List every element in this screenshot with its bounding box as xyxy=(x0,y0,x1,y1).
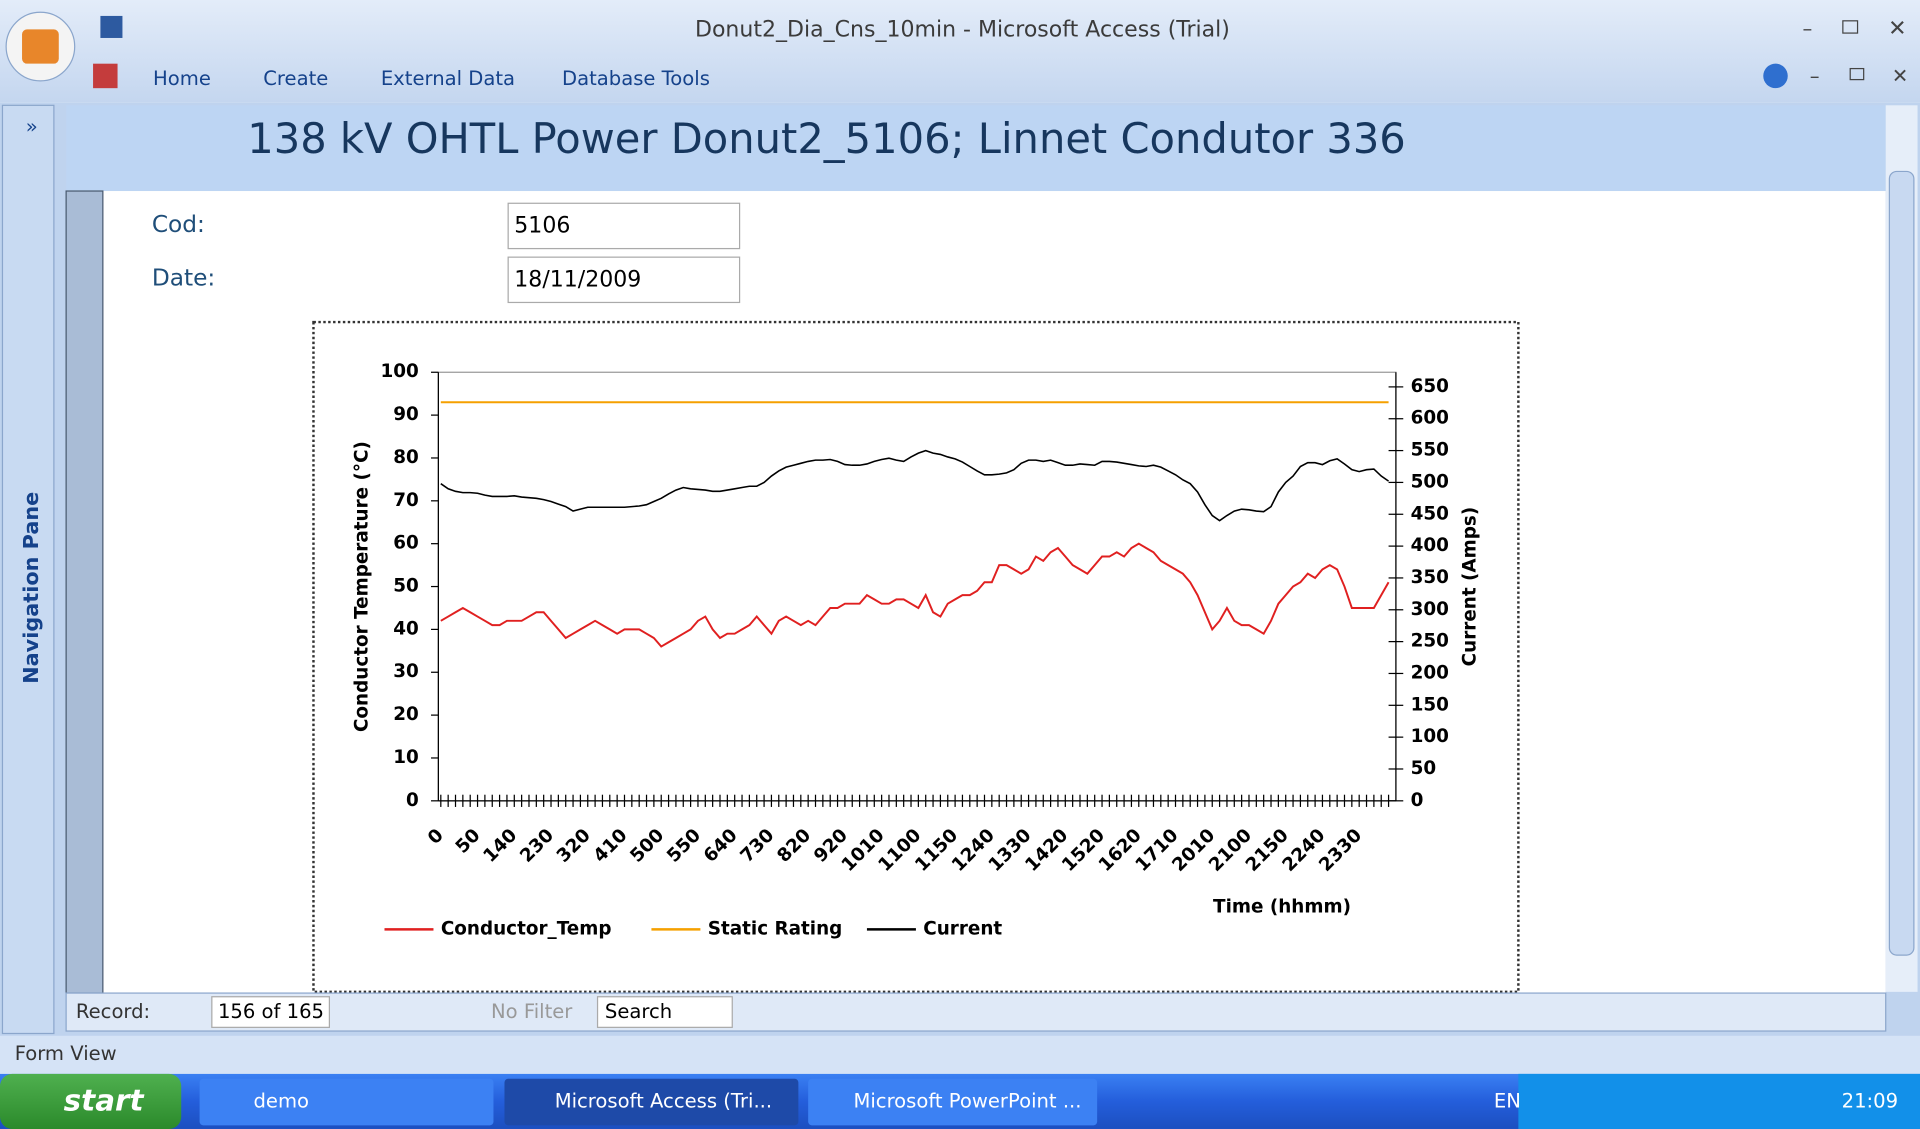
series-line xyxy=(440,449,1390,522)
series-line xyxy=(440,542,1390,648)
y2-tick-label: 100 xyxy=(1411,726,1449,747)
search-box[interactable] xyxy=(596,996,733,1028)
y-tick-label: 80 xyxy=(393,447,419,468)
y2-tick-label: 500 xyxy=(1411,471,1449,492)
language[interactable]: EN xyxy=(1494,1090,1521,1113)
clock: 21:09 xyxy=(1842,1090,1898,1113)
form-header xyxy=(66,105,1886,192)
start-label: start xyxy=(64,1084,145,1118)
y2-tick-label: 50 xyxy=(1411,758,1437,779)
nav-pane-label: Navigation Pane xyxy=(19,492,43,684)
office-logo xyxy=(22,29,59,64)
y2-tick-label: 0 xyxy=(1411,790,1424,811)
y-tick-label: 50 xyxy=(393,576,419,597)
y-tick-label: 20 xyxy=(393,704,419,725)
start-button[interactable] xyxy=(0,1073,182,1129)
record-selector[interactable] xyxy=(65,190,104,994)
search[interactable]: Search xyxy=(605,1000,672,1023)
field-value: 5106 xyxy=(514,214,570,239)
y2-tick-label: 200 xyxy=(1411,662,1449,683)
maximize[interactable] xyxy=(1842,20,1859,34)
y-axis-title: Conductor Temperature (°C) xyxy=(351,441,372,732)
y-tick-label: 60 xyxy=(393,533,419,554)
scroll-thumb[interactable] xyxy=(1888,170,1915,956)
legend-label: Static Rating xyxy=(708,918,843,939)
legend-label: Conductor_Temp xyxy=(441,918,612,939)
task-item[interactable] xyxy=(199,1078,494,1126)
status-bar xyxy=(0,1035,1920,1074)
y-tick-label: 90 xyxy=(393,404,419,425)
y-tick-label: 10 xyxy=(393,747,419,768)
y2-tick-label: 600 xyxy=(1411,408,1449,429)
chart-frame xyxy=(312,320,1520,994)
nav-pane[interactable] xyxy=(1,104,55,1035)
legend-label: Current xyxy=(923,918,1002,939)
tray xyxy=(1518,1073,1920,1129)
doc-close[interactable]: ✕ xyxy=(1892,65,1908,88)
record-label: Record: xyxy=(76,1000,150,1023)
y-tick-label: 100 xyxy=(380,361,418,382)
ribbon-tab[interactable]: Database Tools xyxy=(562,67,710,90)
y2-axis-title: Current (Amps) xyxy=(1460,507,1481,667)
task-label: Microsoft Access (Tri... xyxy=(555,1090,772,1113)
text-box[interactable] xyxy=(507,256,741,304)
form-title: 138 kV OHTL Power Donut2_5106; Linnet Co… xyxy=(247,114,1406,163)
close[interactable]: ✕ xyxy=(1888,16,1906,41)
window-title: Donut2_Dia_Cns_10min - Microsoft Access … xyxy=(695,18,1230,43)
doc-minimize[interactable]: – xyxy=(1810,65,1820,88)
field-value: 18/11/2009 xyxy=(514,267,641,292)
task-item[interactable] xyxy=(504,1078,799,1126)
task-label: Microsoft PowerPoint ... xyxy=(853,1090,1081,1113)
help[interactable] xyxy=(1763,63,1788,89)
record-box[interactable] xyxy=(211,996,331,1028)
task-label: demo xyxy=(253,1090,309,1113)
x-axis-title: Time (hhmm) xyxy=(1213,896,1351,917)
y-tick-label: 0 xyxy=(406,790,419,811)
ribbon-tab[interactable]: Create xyxy=(263,67,328,90)
field-label: Cod: xyxy=(152,211,205,238)
doc-restore[interactable] xyxy=(1849,67,1865,81)
y-tick-label: 70 xyxy=(393,490,419,511)
field-label: Date: xyxy=(152,265,215,292)
y-tick-label: 40 xyxy=(393,618,419,639)
ribbon-tab[interactable]: Home xyxy=(153,67,211,90)
y2-tick-label: 350 xyxy=(1411,567,1449,588)
y2-tick-label: 250 xyxy=(1411,631,1449,652)
status-view: Form View xyxy=(15,1042,117,1065)
y-tick-label: 30 xyxy=(393,661,419,682)
y2-tick-label: 550 xyxy=(1411,440,1449,461)
y2-tick-label: 150 xyxy=(1411,694,1449,715)
save-icon[interactable] xyxy=(100,15,123,38)
y2-tick-label: 400 xyxy=(1411,535,1449,556)
nav-expand[interactable]: » xyxy=(26,115,38,138)
ribbon-tab[interactable]: External Data xyxy=(381,67,515,90)
text-box[interactable] xyxy=(507,202,741,250)
task-item[interactable] xyxy=(808,1078,1098,1126)
filter[interactable]: No Filter xyxy=(491,1000,573,1023)
y2-tick-label: 650 xyxy=(1411,376,1449,397)
title-bar xyxy=(0,0,1920,103)
record-position: 156 of 165 xyxy=(218,1000,324,1023)
y2-tick-label: 300 xyxy=(1411,599,1449,620)
record-nav xyxy=(65,992,1887,1032)
minimize[interactable]: – xyxy=(1802,17,1812,40)
y2-tick-label: 450 xyxy=(1411,503,1449,524)
app-icon xyxy=(93,63,118,89)
